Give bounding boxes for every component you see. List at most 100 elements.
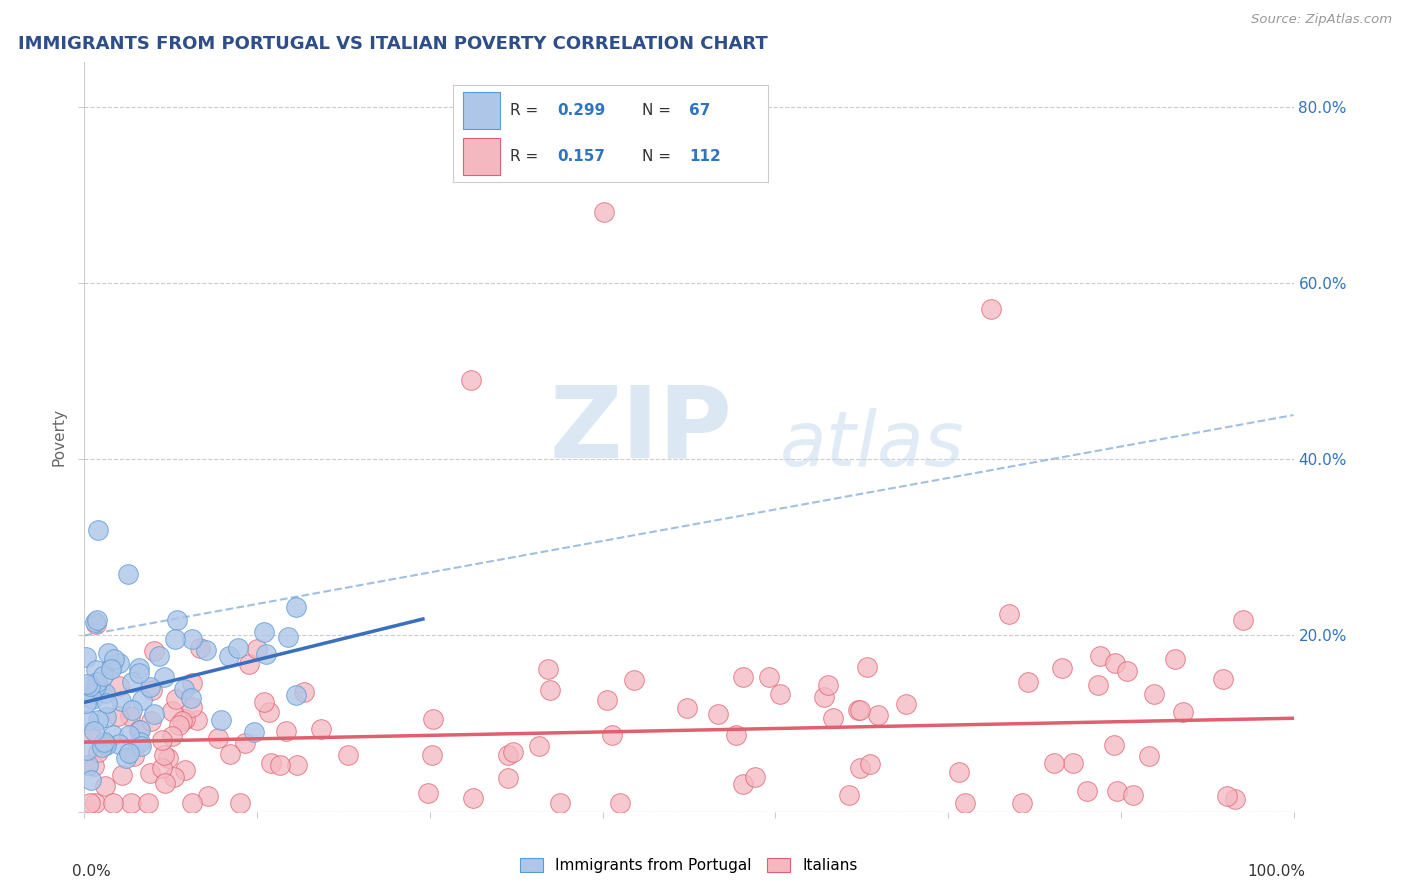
- Point: [93, 669, 115, 683]
- Point: [163, 632, 186, 647]
- Point: [207, 731, 229, 745]
- Point: [849, 761, 872, 775]
- Point: [174, 713, 197, 727]
- Point: [83, 724, 105, 739]
- Point: [243, 724, 266, 739]
- Point: [284, 600, 307, 615]
- Point: [1107, 784, 1129, 798]
- Point: [83, 759, 105, 773]
- Point: [129, 739, 152, 754]
- Point: [948, 764, 970, 779]
- Text: 100.0%: 100.0%: [1247, 864, 1306, 880]
- Point: [1087, 678, 1109, 692]
- Point: [86, 523, 108, 537]
- Point: [143, 706, 166, 721]
- Point: [114, 751, 136, 765]
- Point: [998, 607, 1021, 622]
- Point: [596, 693, 619, 707]
- Point: [527, 739, 550, 753]
- Point: [139, 680, 162, 694]
- Point: [87, 745, 110, 759]
- Point: [218, 649, 240, 664]
- Point: [953, 796, 976, 810]
- Point: [758, 671, 780, 685]
- Point: [77, 714, 100, 728]
- Point: [246, 641, 269, 656]
- Point: [269, 757, 291, 772]
- Point: [856, 660, 879, 674]
- Point: [238, 657, 260, 671]
- Point: [197, 789, 219, 803]
- Point: [460, 373, 482, 387]
- Point: [101, 728, 124, 742]
- Point: [838, 788, 860, 802]
- Point: [160, 729, 183, 743]
- Point: [142, 644, 165, 658]
- Point: [538, 682, 561, 697]
- Point: [253, 695, 276, 709]
- Point: [160, 704, 183, 718]
- Point: [1076, 783, 1098, 797]
- Point: [76, 696, 98, 710]
- Point: [79, 725, 101, 739]
- Point: [84, 679, 107, 693]
- Point: [1163, 652, 1185, 666]
- Point: [254, 647, 277, 661]
- Point: [103, 796, 125, 810]
- Point: [108, 679, 131, 693]
- Point: [79, 772, 101, 787]
- Point: [1232, 613, 1254, 627]
- Point: [118, 708, 141, 723]
- Point: [79, 796, 101, 810]
- Text: 0.0%: 0.0%: [72, 864, 111, 880]
- Point: [162, 770, 184, 784]
- Point: [1137, 748, 1160, 763]
- Point: [96, 710, 118, 724]
- Point: [817, 678, 839, 692]
- Point: [593, 205, 616, 219]
- Point: [75, 650, 97, 665]
- Point: [849, 703, 872, 717]
- Point: [165, 692, 187, 706]
- Point: [148, 648, 170, 663]
- Point: [76, 743, 98, 757]
- Point: [253, 625, 276, 640]
- Point: [111, 768, 134, 782]
- Point: [180, 691, 202, 706]
- Point: [1225, 791, 1247, 805]
- Point: [859, 757, 882, 772]
- Point: [731, 670, 754, 684]
- Legend: Immigrants from Portugal, Italians: Immigrants from Portugal, Italians: [515, 852, 863, 879]
- Point: [91, 740, 114, 755]
- Point: [96, 738, 118, 752]
- Point: [94, 686, 117, 700]
- Point: [101, 658, 124, 673]
- Point: [128, 661, 150, 675]
- Point: [219, 747, 242, 761]
- Point: [174, 763, 197, 777]
- Point: [139, 765, 162, 780]
- Point: [129, 735, 152, 749]
- Point: [141, 714, 163, 728]
- Point: [461, 791, 484, 805]
- Point: [260, 756, 283, 770]
- Point: [813, 690, 835, 704]
- Point: [188, 641, 211, 656]
- Point: [181, 632, 204, 646]
- Point: [422, 712, 444, 726]
- Point: [194, 642, 217, 657]
- Point: [496, 771, 519, 785]
- Point: [94, 737, 117, 751]
- Point: [866, 707, 889, 722]
- Point: [1104, 657, 1126, 671]
- Point: [166, 613, 188, 627]
- Point: [172, 714, 194, 728]
- Point: [1143, 687, 1166, 701]
- Point: [229, 796, 252, 810]
- Point: [121, 675, 143, 690]
- Point: [1062, 756, 1084, 771]
- Point: [1122, 788, 1144, 802]
- Point: [153, 670, 176, 684]
- Point: [128, 723, 150, 737]
- Text: ZIP: ZIP: [550, 381, 733, 478]
